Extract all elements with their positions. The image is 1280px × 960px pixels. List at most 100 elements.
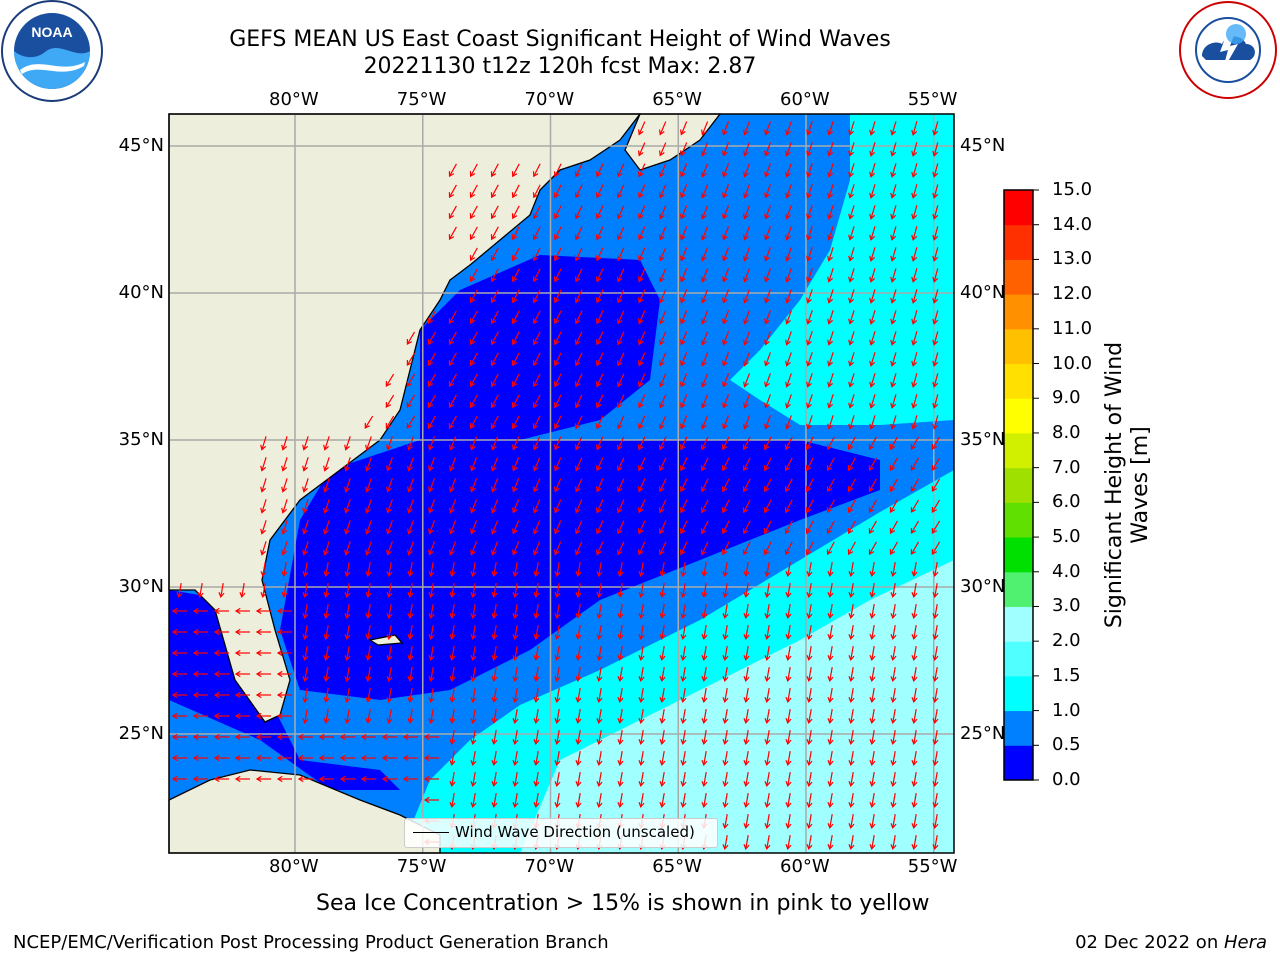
- wind-wave-arrow: [765, 394, 771, 408]
- wind-wave-arrow: [850, 667, 854, 681]
- wind-wave-arrow: [387, 499, 393, 513]
- wind-wave-arrow-head: [617, 718, 624, 725]
- wind-wave-arrow: [786, 310, 792, 324]
- wind-wave-arrow-head: [192, 670, 199, 678]
- wind-wave-arrow-head: [806, 655, 813, 662]
- wind-wave-arrow: [766, 562, 770, 576]
- wind-wave-arrow-head: [680, 739, 687, 746]
- wind-wave-arrow: [743, 415, 751, 429]
- colorbar-tick-label: 2.0: [1052, 630, 1081, 652]
- wind-wave-arrow-head: [574, 360, 581, 367]
- wind-wave-arrow: [722, 499, 730, 513]
- wind-wave-arrow-head: [785, 129, 791, 136]
- wind-wave-arrow-head: [427, 423, 434, 430]
- wind-wave-arrow: [785, 457, 793, 471]
- wind-wave-arrow-head: [469, 192, 476, 199]
- wind-wave-arrow: [617, 289, 625, 303]
- wind-wave-arrow: [261, 478, 267, 492]
- wind-wave-arrow: [451, 730, 455, 744]
- wind-wave-arrow-head: [847, 465, 854, 472]
- wind-wave-arrow-head: [763, 528, 770, 535]
- wind-wave-arrow: [724, 730, 728, 744]
- wind-wave-arrow: [891, 394, 897, 408]
- wind-wave-arrow-head: [491, 613, 498, 620]
- wind-wave-arrow-head: [595, 444, 602, 451]
- wind-wave-arrow-head: [406, 402, 413, 409]
- wind-wave-arrow-head: [407, 676, 414, 683]
- wind-wave-arrow-head: [532, 360, 539, 367]
- wind-wave-arrow-head: [890, 802, 897, 809]
- wind-wave-arrow-head: [423, 796, 430, 804]
- wind-wave-arrow: [787, 730, 791, 744]
- wind-wave-arrow-head: [449, 507, 455, 514]
- wind-wave-arrow-head: [827, 318, 834, 325]
- wind-wave-arrow: [807, 226, 813, 240]
- wind-wave-arrow: [575, 541, 583, 555]
- wind-wave-arrow-head: [533, 676, 540, 683]
- wind-wave-arrow-head: [554, 739, 561, 746]
- wind-wave-arrow: [554, 394, 562, 408]
- colorbar-segment: [1004, 675, 1033, 712]
- wind-wave-arrow: [869, 478, 877, 492]
- wind-wave-arrow: [912, 268, 918, 282]
- wind-wave-arrow-head: [658, 402, 665, 409]
- wind-wave-arrow: [745, 667, 749, 681]
- wind-wave-arrow-head: [616, 402, 623, 409]
- wind-wave-arrow: [367, 667, 371, 681]
- wind-wave-arrow: [619, 709, 623, 723]
- wind-wave-arrow-head: [365, 444, 371, 451]
- wind-wave-arrow: [366, 541, 372, 555]
- wind-wave-arrow-head: [848, 192, 855, 199]
- wind-wave-arrow: [785, 499, 793, 513]
- wind-wave-arrow-head: [785, 150, 791, 157]
- wind-wave-arrow: [449, 499, 457, 513]
- wind-wave-arrow: [848, 520, 856, 534]
- wind-wave-arrow-head: [407, 697, 414, 704]
- wind-wave-arrow-head: [721, 549, 728, 556]
- wind-wave-arrow: [324, 520, 330, 534]
- wind-wave-arrow: [598, 772, 602, 786]
- wind-wave-arrow: [913, 604, 917, 618]
- wind-wave-arrow: [931, 499, 941, 513]
- wind-wave-arrow-head: [192, 712, 199, 720]
- wind-wave-arrow: [745, 604, 749, 618]
- wind-wave-arrow-head: [680, 613, 687, 620]
- wind-wave-arrow: [722, 520, 730, 534]
- wind-wave-arrow: [304, 604, 308, 618]
- wind-wave-arrow-head: [638, 697, 645, 704]
- wind-wave-arrow: [807, 184, 813, 198]
- wind-wave-arrow-head: [616, 234, 623, 241]
- wind-wave-arrow: [743, 226, 751, 240]
- wind-wave-arrow-head: [701, 318, 707, 325]
- wind-wave-arrow-head: [679, 192, 686, 199]
- wind-wave-arrow-head: [743, 613, 750, 620]
- wind-wave-arrow: [427, 331, 437, 345]
- wind-wave-arrow-head: [297, 754, 304, 762]
- wind-wave-arrow-head: [848, 760, 855, 767]
- wind-wave-arrow: [304, 688, 308, 702]
- wind-wave-arrow: [745, 562, 749, 576]
- wind-wave-arrow-head: [616, 528, 623, 535]
- wind-wave-arrow-head: [428, 697, 435, 704]
- wind-wave-arrow: [848, 457, 856, 471]
- wind-wave-arrow-head: [869, 718, 876, 725]
- wind-wave-arrow: [931, 436, 941, 450]
- wind-wave-arrow: [870, 268, 876, 282]
- wind-wave-arrow-head: [276, 628, 283, 636]
- wind-wave-arrow-head: [575, 718, 582, 725]
- wind-wave-arrow-head: [827, 423, 834, 430]
- wind-wave-arrow-head: [869, 655, 876, 662]
- wind-wave-arrow: [409, 667, 413, 681]
- wind-wave-arrow-head: [171, 712, 178, 720]
- wind-wave-arrow-head: [869, 297, 876, 304]
- wind-wave-arrow-head: [344, 613, 351, 620]
- wind-wave-arrow: [850, 835, 854, 849]
- longitude-label: 65°W: [652, 89, 702, 110]
- wind-wave-arrow-head: [785, 760, 792, 767]
- wind-wave-arrow: [933, 142, 939, 156]
- wind-wave-arrow-head: [574, 402, 581, 409]
- wind-wave-arrow-head: [805, 507, 812, 514]
- nws-logo-icon: [1179, 1, 1277, 99]
- wind-wave-arrow-head: [595, 297, 602, 304]
- wind-wave-arrow-head: [637, 150, 644, 157]
